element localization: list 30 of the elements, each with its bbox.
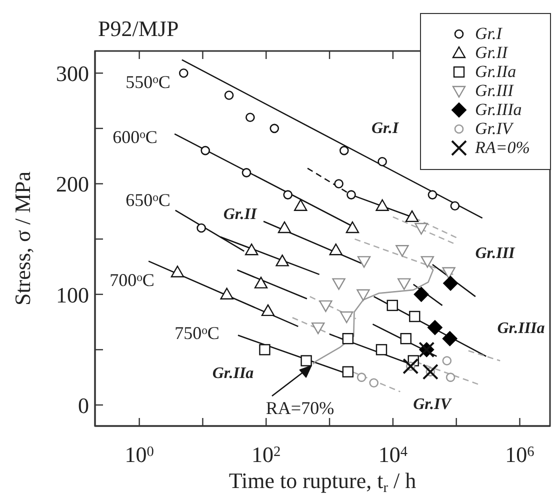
annotation: 700$^{o}$C [110, 270, 154, 290]
legend-label: Gr.I [475, 24, 502, 44]
annotation: Gr.III [475, 245, 516, 262]
legend-label: Gr.IIIa [475, 100, 522, 120]
x-tick-label: 10$^{4}$ [378, 442, 408, 467]
annotation: Gr.IIIa [497, 320, 545, 337]
y-tick-label: 300 [56, 61, 89, 86]
x-tick-label: 10$^{6}$ [505, 442, 534, 467]
legend-label: Gr.IIa [475, 62, 516, 82]
annotation: Gr.IIa [212, 365, 254, 382]
y-tick-label: 200 [56, 172, 89, 197]
annotation: Gr.I [371, 120, 400, 137]
annotation: 650$^{o}$C [126, 190, 170, 210]
legend-label: RA=0% [475, 138, 530, 158]
annotation: 750$^{o}$C [174, 323, 220, 343]
x-tick-label: 10$^{2}$ [252, 442, 281, 467]
annotation: 550$^{o}$C [126, 72, 170, 92]
annotation: RA=70% [266, 398, 334, 418]
chart-title: P92/MJP [98, 16, 179, 41]
x-axis-title: Time to rupture, t$_{r}$ / h [228, 468, 416, 496]
annotation: 600$^{o}$C [112, 127, 158, 147]
legend-label: Gr.III [475, 80, 514, 100]
x-tick-label: 10$^{0}$ [124, 442, 154, 467]
y-axis-title: Stress, σ / MPa [10, 171, 35, 306]
legend-label: Gr.II [475, 42, 508, 62]
y-tick-label: 100 [56, 282, 89, 308]
annotation: Gr.II [223, 206, 258, 223]
y-tick-label: 0 [78, 392, 89, 418]
annotation: Gr.IV [413, 396, 452, 413]
legend-label: Gr.IV [475, 118, 512, 138]
